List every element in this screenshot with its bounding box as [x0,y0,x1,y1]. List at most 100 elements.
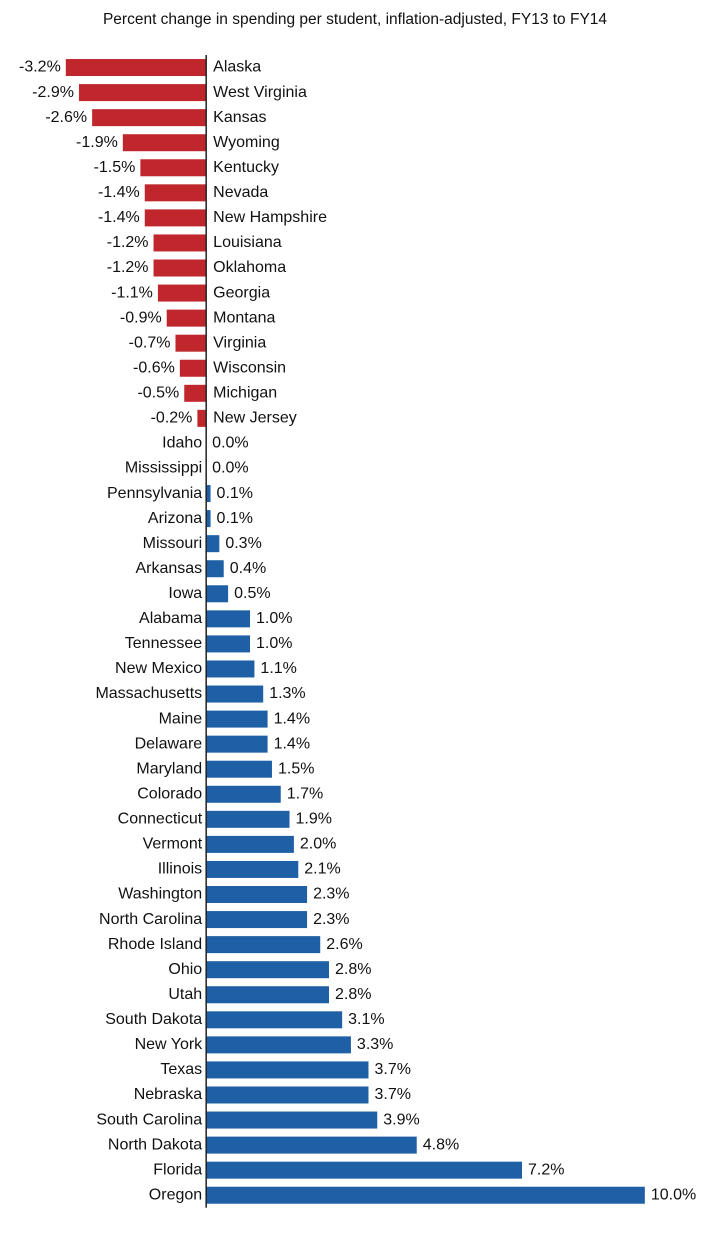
bar [157,284,207,302]
category-label: Louisiana [213,234,282,251]
value-label: 1.4% [274,710,310,727]
bar [206,785,281,803]
bar [206,585,229,603]
value-label: 2.6% [326,936,362,953]
value-label: -0.5% [137,385,179,402]
value-label: 1.0% [256,635,292,652]
bar [206,1086,369,1104]
bar [206,986,329,1004]
value-label: 3.3% [357,1036,393,1053]
value-label: 10.0% [651,1186,696,1203]
category-label: Wisconsin [213,359,286,376]
category-label: New Jersey [213,410,297,427]
category-label: Nebraska [134,1086,203,1103]
category-label: Texas [160,1061,202,1078]
value-label: -0.6% [133,359,175,376]
category-label: Oklahoma [213,259,286,276]
value-label: -2.9% [32,84,74,101]
bar [206,911,308,929]
value-label: -1.1% [111,284,153,301]
value-label: 2.8% [335,961,371,978]
bar [78,84,207,102]
value-label: 0.0% [212,460,248,477]
bar [206,560,224,578]
category-label: Arizona [148,510,202,527]
category-label: Michigan [213,385,277,402]
bar [206,660,255,678]
category-label: Idaho [162,435,202,452]
category-label: Rhode Island [108,936,202,953]
value-label: 2.3% [313,886,349,903]
bar [197,409,207,427]
bar [92,109,207,127]
category-label: Colorado [137,785,202,802]
category-label: Arkansas [135,560,202,577]
value-label: 0.0% [212,435,248,452]
value-label: 2.8% [335,986,371,1003]
value-label: 0.5% [234,585,270,602]
category-label: Wyoming [213,134,280,151]
category-label: Kentucky [213,159,279,176]
category-label: South Dakota [105,1011,202,1028]
bar [122,134,207,152]
bar [206,835,294,853]
category-label: Montana [213,309,275,326]
value-label: 0.3% [225,535,261,552]
category-label: Nevada [213,184,268,201]
value-label: -3.2% [19,59,61,76]
value-label: -1.2% [107,259,149,276]
value-label: -1.2% [107,234,149,251]
category-label: Mississippi [125,460,202,477]
value-label: -0.9% [120,309,162,326]
bar [206,1036,351,1054]
value-label: 1.9% [296,811,332,828]
value-label: 1.7% [287,785,323,802]
chart-title: Percent change in spending per student, … [103,11,607,28]
bar [179,359,207,377]
value-label: 1.3% [269,685,305,702]
value-label: 0.1% [217,485,253,502]
category-label: Virginia [213,334,266,351]
category-label: Connecticut [118,811,203,828]
bar [206,1136,417,1154]
category-label: South Carolina [96,1111,202,1128]
category-label: Tennessee [125,635,202,652]
value-label: 2.3% [313,911,349,928]
bar [206,1161,523,1179]
bar [206,535,220,553]
category-label: Vermont [143,836,203,853]
bar [206,685,264,703]
category-label: Massachusetts [95,685,202,702]
category-label: Kansas [213,109,266,126]
bar [206,510,211,528]
bar [206,635,251,653]
bar [206,936,321,954]
value-label: 1.0% [256,610,292,627]
category-label: West Virginia [213,84,307,101]
category-label: New Mexico [115,660,202,677]
bar [206,1186,645,1204]
bar [206,886,308,904]
bar [153,259,207,277]
value-label: -1.9% [76,134,118,151]
category-label: Pennsylvania [107,485,202,502]
bar [206,1111,378,1129]
category-label: Iowa [168,585,202,602]
bar [153,234,207,252]
value-label: -0.7% [129,334,171,351]
bar [144,209,207,227]
category-label: New York [135,1036,204,1053]
bar [65,59,207,77]
bar [166,309,207,327]
category-label: Washington [118,886,202,903]
value-label: 1.5% [278,760,314,777]
value-label: -1.5% [94,159,136,176]
bar [206,485,211,503]
category-label: Georgia [213,284,270,301]
value-label: 0.4% [230,560,266,577]
value-label: 0.1% [217,510,253,527]
category-label: Alabama [139,610,202,627]
value-label: 4.8% [423,1136,459,1153]
value-label: 7.2% [528,1161,564,1178]
